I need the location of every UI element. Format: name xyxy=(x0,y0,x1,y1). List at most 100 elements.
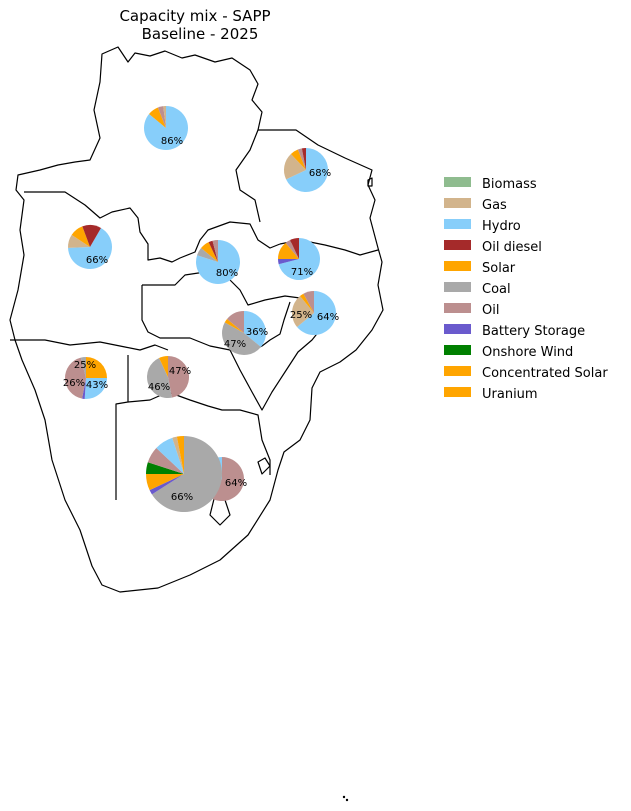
legend-label-oil-diesel: Oil diesel xyxy=(482,240,542,255)
border-d xyxy=(142,271,301,306)
pie-10-slice-battery-storage xyxy=(149,474,184,495)
legend-swatch-coal xyxy=(444,282,471,292)
pie-6-slice-oil xyxy=(303,291,314,313)
pie-7-label-2: 47% xyxy=(224,339,246,350)
pie-7-slice-oil xyxy=(227,311,244,333)
legend-swatch-biomass xyxy=(444,177,471,187)
pie-2-slice-solar xyxy=(290,149,306,170)
pie-6-label-2: 64% xyxy=(317,312,339,323)
pie-7-label-1: 36% xyxy=(246,327,268,338)
pie-10 xyxy=(146,436,223,512)
pie-5-slice-oil xyxy=(285,240,299,259)
pie-4-slice-oil xyxy=(212,239,218,262)
pie-charts-layer xyxy=(64,105,337,512)
pie-8 xyxy=(64,357,107,400)
pie-3-slice-oil-diesel xyxy=(82,225,101,247)
pie-5 xyxy=(278,238,321,281)
pie-2-slice-gas xyxy=(283,153,306,180)
pie-1-slice-gas xyxy=(163,105,166,128)
legend-swatch-uranium xyxy=(444,387,471,397)
pie-3-slice-gas xyxy=(68,234,90,248)
legend-swatch-oil-diesel xyxy=(444,240,471,250)
pie-4 xyxy=(196,239,241,284)
pie-5-slice-solar xyxy=(278,242,299,259)
pie-3-slice-hydro xyxy=(68,227,113,270)
small-island-marker xyxy=(342,795,349,802)
pie-9-label-1: 47% xyxy=(169,366,191,377)
outer-coastline xyxy=(9,46,384,593)
pie-6-slice-solar xyxy=(299,293,314,313)
pie-2-label-1: 68% xyxy=(309,168,331,179)
pie-11-label-1: 64% xyxy=(225,478,247,489)
pie-4-slice-hydro xyxy=(196,240,241,284)
border-e xyxy=(141,285,291,353)
border-b xyxy=(235,129,261,223)
pie-10-label-1: 66% xyxy=(171,492,193,503)
pie-8-label-1: 25% xyxy=(74,360,96,371)
legend-label-biomass: Biomass xyxy=(482,177,537,192)
pie-8-slice-solar xyxy=(86,357,107,378)
legend-swatch-solar xyxy=(444,261,471,271)
pie-1 xyxy=(144,105,189,151)
legend-label-gas: Gas xyxy=(482,198,507,213)
border-j xyxy=(257,457,271,475)
legend-label-solar: Solar xyxy=(482,261,516,276)
pie-10-slice-hydro xyxy=(156,437,184,474)
pie-9-slice-coal xyxy=(146,358,172,399)
pie-1-slice-hydro xyxy=(144,106,189,151)
pie-2 xyxy=(283,148,328,193)
legend-label-battery-storage: Battery Storage xyxy=(482,324,585,339)
pie-9-label-2: 46% xyxy=(148,382,170,393)
pie-8-slice-oil xyxy=(64,357,86,399)
pie-8-slice-coal xyxy=(80,357,86,378)
border-f xyxy=(10,339,169,351)
pie-1-slice-oil xyxy=(157,106,166,128)
pie-5-slice-hydro xyxy=(278,238,321,281)
legend-swatch-battery-storage xyxy=(444,324,471,334)
border-i xyxy=(229,329,321,411)
pie-4-slice-oil-diesel xyxy=(208,240,218,262)
legend: Biomass Gas Hydro Oil diesel Solar Coal … xyxy=(444,177,608,402)
pie-labels: 86% 68% 66% 80% 71% 25% 64% 36% 47% 25% … xyxy=(63,136,339,503)
legend-swatch-concentrated-solar xyxy=(444,366,471,376)
title-line-2: Baseline - 2025 xyxy=(142,25,259,43)
border-a xyxy=(24,191,281,263)
pie-7 xyxy=(222,311,266,355)
border-g xyxy=(115,355,129,500)
pie-4-slice-coal xyxy=(197,247,218,262)
pie-6 xyxy=(292,291,337,335)
pie-1-label-1: 86% xyxy=(161,136,183,147)
pie-5-slice-battery-storage xyxy=(278,259,299,265)
pie-7-slice-coal xyxy=(222,322,261,355)
legend-label-oil: Oil xyxy=(482,303,499,318)
pie-5-slice-oil-diesel xyxy=(290,238,299,259)
pie-10-slice-solar xyxy=(146,474,184,491)
pie-3-label-1: 66% xyxy=(86,255,108,266)
pie-8-label-3: 43% xyxy=(86,380,108,391)
pie-7-slice-solar xyxy=(224,318,244,333)
pie-2-slice-oil-diesel xyxy=(301,148,306,170)
pie-10-slice-oil xyxy=(147,447,184,474)
legend-label-concentrated-solar: Concentrated Solar xyxy=(482,366,608,381)
pie-1-slice-solar xyxy=(149,107,166,128)
border-l xyxy=(367,177,373,187)
legend-label-uranium: Uranium xyxy=(482,387,538,402)
pie-10-slice-onshore-wind xyxy=(146,462,184,474)
legend-swatch-gas xyxy=(444,198,471,208)
pie-5-label-1: 71% xyxy=(291,267,313,278)
pie-3 xyxy=(68,225,113,270)
legend-swatch-oil xyxy=(444,303,471,313)
pie-10-slice-gas xyxy=(172,436,184,474)
pie-9 xyxy=(146,356,190,399)
pie-2-slice-oil xyxy=(297,148,306,170)
legend-label-coal: Coal xyxy=(482,282,511,297)
pie-8-label-2: 26% xyxy=(63,378,85,389)
pie-8-slice-hydro xyxy=(84,378,107,400)
legend-swatch-onshore-wind xyxy=(444,345,471,355)
pie-4-label-1: 80% xyxy=(216,268,238,279)
pie-6-label-1: 25% xyxy=(290,310,312,321)
pie-6-slice-hydro xyxy=(297,291,337,335)
pie-8-slice-battery-storage xyxy=(82,378,86,399)
pie-9-slice-oil xyxy=(168,356,190,398)
